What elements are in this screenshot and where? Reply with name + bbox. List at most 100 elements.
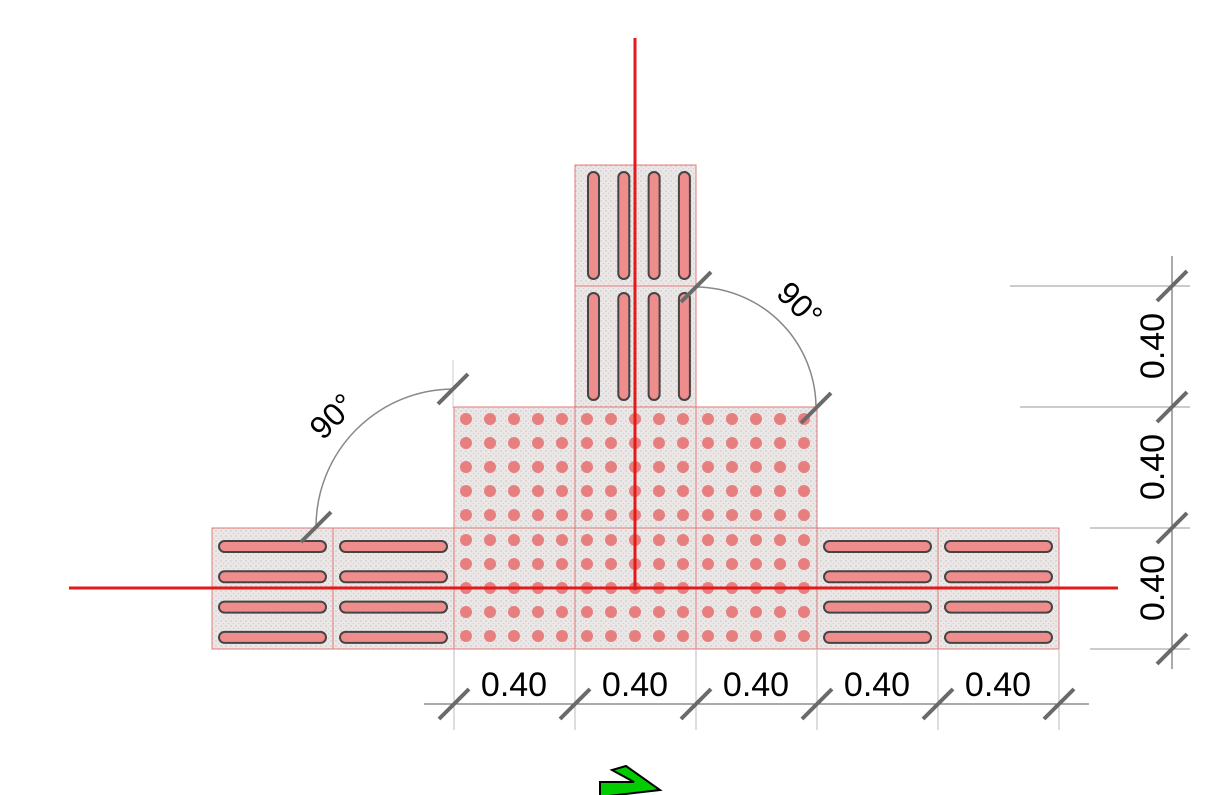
guidance-bar	[944, 630, 1053, 644]
dimension-label: 0.40	[723, 666, 789, 704]
angle-tick	[799, 391, 833, 425]
warning-dot	[726, 437, 738, 449]
warning-dot	[798, 485, 810, 497]
dimension-label: 0.40	[602, 666, 668, 704]
guidance-bar	[339, 570, 448, 584]
warning-dot	[677, 606, 689, 618]
dimension-tick	[1155, 269, 1189, 303]
warning-dot	[532, 509, 544, 521]
warning-dot	[508, 437, 520, 449]
guidance-bar	[677, 171, 691, 280]
warning-dot	[605, 606, 617, 618]
warning-dot	[653, 437, 665, 449]
arrow-shape	[599, 764, 663, 795]
warning-dot	[581, 558, 593, 570]
warning-dot	[677, 630, 689, 642]
warning-dot	[532, 461, 544, 473]
angle-label-left: 90°	[302, 386, 362, 446]
warning-dot	[556, 509, 568, 521]
warning-dot	[556, 461, 568, 473]
guidance-bar	[218, 600, 327, 614]
warning-dot	[508, 606, 520, 618]
warning-dot	[508, 558, 520, 570]
dimension-tick	[1155, 390, 1189, 424]
angle-arc	[315, 388, 454, 528]
warning-dot	[484, 509, 496, 521]
warning-dot	[460, 485, 472, 497]
warning-dot	[798, 558, 810, 570]
warning-dot	[750, 509, 762, 521]
warning-dot	[581, 630, 593, 642]
warning-dot	[532, 534, 544, 546]
warning-dot	[726, 509, 738, 521]
guidance-bar	[339, 600, 448, 614]
guidance-bar	[218, 570, 327, 584]
warning-dot	[532, 606, 544, 618]
warning-dot	[702, 437, 714, 449]
guidance-bar	[647, 171, 661, 280]
warning-dot	[508, 630, 520, 642]
warning-dot	[460, 606, 472, 618]
dimension-label: 0.40	[965, 666, 1031, 704]
warning-dot	[702, 606, 714, 618]
warning-dot	[702, 630, 714, 642]
direction-arrow	[599, 764, 663, 795]
warning-dot	[581, 461, 593, 473]
warning-dot	[798, 437, 810, 449]
warning-dot	[484, 534, 496, 546]
dimension-tick	[1155, 632, 1189, 666]
warning-dot	[726, 558, 738, 570]
warning-dot	[774, 461, 786, 473]
warning-dot	[556, 413, 568, 425]
warning-dot	[702, 534, 714, 546]
warning-dot	[484, 485, 496, 497]
angle-marker-left: 90°	[299, 360, 470, 544]
guidance-bar	[677, 292, 691, 401]
warning-dot	[798, 606, 810, 618]
warning-dot	[460, 461, 472, 473]
warning-dot	[605, 461, 617, 473]
warning-dot	[750, 461, 762, 473]
warning-dot	[653, 558, 665, 570]
warning-dot	[774, 606, 786, 618]
dimension-tick	[1042, 687, 1076, 721]
warning-dot	[750, 606, 762, 618]
warning-dot	[726, 630, 738, 642]
dimension-label: 0.40	[844, 666, 910, 704]
warning-dot	[508, 534, 520, 546]
warning-dot	[750, 437, 762, 449]
warning-dot	[605, 437, 617, 449]
dimension-tick	[1155, 511, 1189, 545]
guidance-bar	[823, 540, 932, 553]
dimension-label: 0.40	[1134, 555, 1172, 621]
warning-dot	[556, 485, 568, 497]
warning-dot	[774, 485, 786, 497]
warning-dot	[750, 630, 762, 642]
warning-dot	[508, 461, 520, 473]
warning-dot	[460, 413, 472, 425]
warning-dot	[460, 630, 472, 642]
warning-dot	[532, 630, 544, 642]
warning-dot	[653, 461, 665, 473]
warning-dot	[702, 413, 714, 425]
warning-dot	[774, 437, 786, 449]
warning-dot	[798, 509, 810, 521]
guidance-bar	[587, 171, 600, 280]
warning-dot	[702, 485, 714, 497]
warning-tile	[695, 406, 818, 529]
warning-dot	[774, 558, 786, 570]
warning-dot	[556, 437, 568, 449]
warning-dot	[726, 606, 738, 618]
horizontal-dimension-chain: 0.40 0.40 0.40 0.40 0.40	[424, 650, 1089, 730]
warning-dot	[556, 558, 568, 570]
warning-dot	[532, 485, 544, 497]
warning-dot	[532, 413, 544, 425]
warning-dot	[532, 437, 544, 449]
dimension-label: 0.40	[481, 666, 547, 704]
warning-dot	[677, 485, 689, 497]
warning-dot	[774, 413, 786, 425]
dimension-label: 0.40	[1134, 313, 1172, 379]
warning-dot	[556, 630, 568, 642]
warning-dot	[653, 413, 665, 425]
warning-dot	[702, 558, 714, 570]
